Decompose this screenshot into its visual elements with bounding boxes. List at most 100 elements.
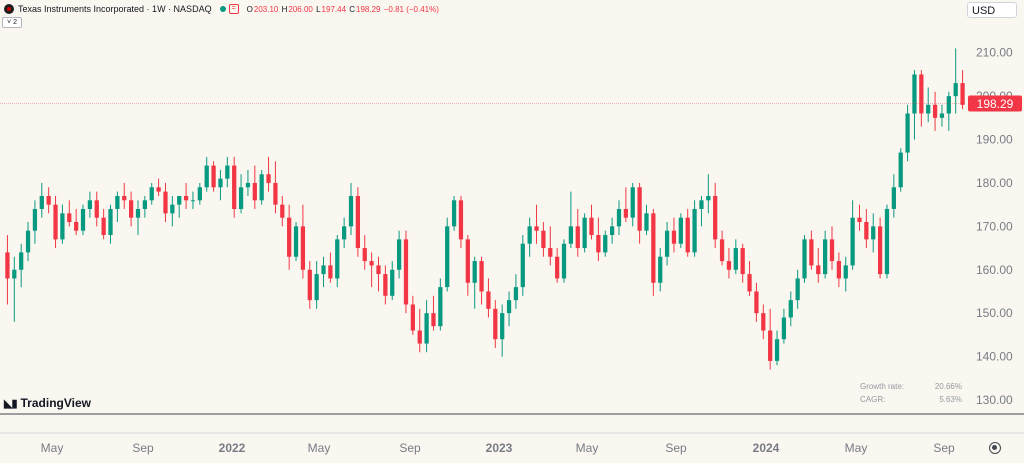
time-tick-label: May (41, 441, 64, 455)
candle-body (582, 217, 587, 249)
candle (417, 308, 422, 353)
candle (197, 182, 202, 205)
candle (864, 208, 869, 249)
candle (156, 178, 161, 196)
candle (451, 195, 457, 231)
candle (740, 243, 745, 283)
candle-body (218, 178, 223, 188)
candle-body (280, 204, 285, 218)
candle-body (287, 217, 292, 257)
growth-stats: Growth rate: 20.66% CAGR: 5.63% (860, 380, 962, 406)
candle (383, 265, 388, 305)
compare-badge[interactable]: = (228, 4, 239, 14)
candle-body (479, 261, 484, 292)
candle-body (630, 187, 635, 218)
candle-body (816, 265, 821, 275)
indicator-toggle[interactable]: ˅ 2 (2, 17, 22, 28)
candle-body (575, 226, 580, 249)
tradingview-logo[interactable]: ◣▮ TradingView (4, 396, 91, 410)
candle-body (465, 239, 470, 283)
candle (293, 222, 299, 262)
candle-body (644, 213, 649, 231)
candle (252, 165, 257, 209)
candle (678, 213, 683, 249)
cagr-value: 5.63% (939, 395, 962, 404)
candle (369, 252, 374, 288)
candle-body (417, 330, 422, 344)
price-tick-label: 160.00 (976, 263, 1013, 277)
time-tick-label: May (576, 441, 599, 455)
currency-selector[interactable]: USD (967, 2, 1017, 18)
candle-body (300, 226, 306, 270)
candle (555, 248, 560, 283)
candle-body (342, 226, 347, 240)
candle-body (534, 226, 539, 231)
candle-body (376, 265, 381, 275)
candle-body (245, 182, 251, 188)
candle (761, 304, 766, 340)
candle-body (211, 165, 216, 188)
candle-body (678, 217, 683, 244)
candle (719, 230, 725, 266)
candle-body (877, 226, 883, 275)
candle (19, 243, 24, 288)
candle (506, 291, 512, 327)
candle (637, 182, 642, 244)
candle-body (960, 83, 965, 105)
candle (788, 291, 793, 327)
candle-body (451, 200, 457, 227)
candle (438, 278, 443, 331)
candle (658, 248, 663, 292)
symbol-title[interactable]: Texas Instruments Incorporated · 1W · NA… (18, 4, 212, 14)
time-axis: May Sep 2022 May Sep 2023 May Sep 2024 May Sep (41, 441, 955, 455)
candle-body (355, 195, 361, 249)
candle-body (761, 313, 766, 331)
candle-body (39, 195, 44, 209)
candle (163, 182, 168, 223)
price-tick-label: 210.00 (976, 46, 1013, 60)
candle-body (919, 74, 924, 114)
candle-body (754, 291, 759, 314)
candle (170, 195, 175, 227)
candle-body (809, 239, 814, 266)
candle-body (472, 261, 477, 283)
candle-body (637, 187, 642, 231)
candle (726, 248, 732, 279)
candle-body (390, 269, 395, 296)
candle-body (266, 174, 271, 183)
candle-body (5, 252, 10, 279)
candle (816, 248, 821, 283)
candle (939, 104, 945, 127)
candle-body (781, 317, 787, 340)
candle-body (225, 165, 230, 179)
candle (802, 235, 807, 283)
candle (108, 204, 113, 244)
candle (348, 182, 354, 236)
candle-body (561, 243, 567, 279)
candle (609, 217, 615, 244)
time-tick-label: 2024 (753, 441, 780, 455)
candle-body (142, 200, 147, 209)
candle-body (836, 261, 842, 279)
candle (12, 256, 17, 322)
candle-body (177, 195, 182, 205)
price-tick-label: 130.00 (976, 393, 1013, 407)
candle (342, 217, 347, 249)
candle (287, 204, 292, 270)
close-value: 198.29 (356, 4, 381, 14)
candle (877, 217, 883, 279)
candle (493, 300, 498, 348)
candle (781, 308, 787, 344)
candles (5, 48, 965, 370)
candle (919, 70, 924, 127)
last-price-tag: 198.29 (968, 95, 1022, 112)
candle (926, 87, 931, 123)
time-tick-label: Sep (399, 441, 421, 455)
settings-icon[interactable] (989, 442, 1001, 454)
candle (424, 300, 429, 353)
candle-body (128, 200, 134, 218)
candle (67, 200, 72, 227)
candle (500, 304, 505, 357)
candle (80, 204, 86, 236)
